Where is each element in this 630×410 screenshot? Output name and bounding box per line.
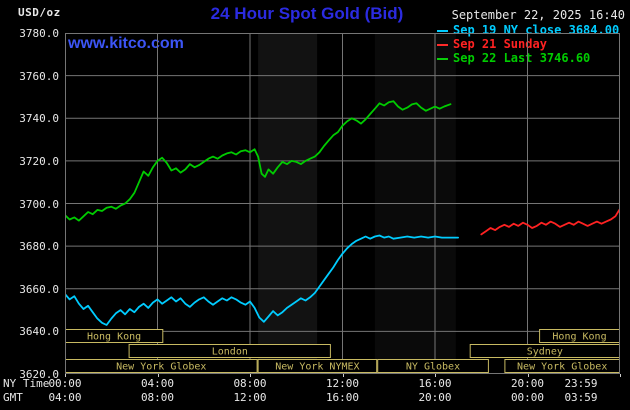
x-tick-ny: 16:00	[418, 377, 452, 390]
session-box	[377, 359, 489, 373]
y-tick-label: 3620.0	[19, 368, 59, 381]
axis-tick	[435, 374, 436, 377]
legend-dash-icon	[437, 43, 448, 46]
session-label: New York Globex	[517, 362, 607, 373]
axis-tick	[527, 374, 529, 377]
session-label: London	[212, 347, 248, 358]
x-tick-ny: 08:00	[233, 377, 267, 390]
x-tick-ny: 12:00	[325, 377, 360, 390]
legend-dash-icon	[437, 57, 448, 60]
x-tick-gmt: 00:00	[510, 391, 545, 404]
x-tick-gmt: 16:00	[325, 391, 360, 404]
session-box	[257, 359, 378, 373]
y-tick-label: 3700.0	[19, 197, 59, 211]
legend-item-sunday: Sep 21 Sunday	[437, 37, 619, 51]
session-label: Hong Kong	[87, 332, 141, 343]
series-line-3	[65, 100, 452, 222]
ny-time-caption: NY Time	[3, 377, 50, 390]
x-tick-gmt: 12:00	[233, 391, 267, 404]
x-tick-gmt: 20:00	[418, 391, 452, 404]
x-tick-gmt: 04:00	[48, 391, 82, 404]
y-tick-label: 3720.0	[19, 154, 59, 168]
axis-tick	[157, 374, 159, 377]
x-tick-gmt: 03:59	[564, 391, 598, 404]
y-tick-label: 3740.0	[19, 112, 59, 126]
gmt-caption: GMT	[3, 391, 23, 404]
axis-tick	[620, 374, 621, 377]
axis-tick	[342, 374, 344, 377]
x-tick-gmt: 08:00	[140, 391, 175, 404]
legend-item-last: Sep 22 Last 3746.60	[437, 51, 619, 65]
legend-label: Sep 21 Sunday	[453, 37, 547, 51]
datetime-label: September 22, 2025 16:40	[451, 8, 625, 22]
kitco-watermark-link[interactable]: www.kitco.com	[68, 35, 184, 52]
page-title: 24 Hour Spot Gold (Bid)	[210, 4, 404, 23]
session-label: New York NYMEX	[275, 362, 359, 373]
legend-label: Sep 22 Last 3746.60	[453, 51, 591, 65]
plot-area: Hong Kong Hong Kong London Sydney New York G…	[65, 33, 620, 374]
axis-tick	[65, 374, 66, 377]
session-label: Sydney	[527, 347, 563, 358]
plot-border	[65, 33, 620, 374]
y-tick-label: 3780.0	[19, 27, 59, 40]
series-line-2	[480, 208, 620, 236]
session-label: New York Globex	[116, 362, 206, 373]
session-label: NY Globex	[406, 362, 460, 373]
x-tick-ny: 20:00	[510, 377, 545, 390]
axis-tick	[250, 374, 251, 377]
session-label: Hong Kong	[552, 332, 606, 343]
x-tick-ny: 00:00	[48, 377, 82, 390]
y-tick-label: 3640.0	[19, 325, 59, 339]
x-tick-ny: 04:00	[140, 377, 175, 390]
session-box	[128, 344, 331, 358]
y-tick-label: 3660.0	[19, 282, 59, 296]
x-tick-ny: 23:59	[564, 377, 598, 390]
y-tick-label: 3680.0	[19, 240, 59, 254]
series-line-1	[65, 234, 460, 326]
y-tick-label: 3760.0	[19, 69, 59, 83]
unit-label: USD/oz	[18, 6, 61, 19]
legend-dash-icon	[437, 29, 448, 32]
